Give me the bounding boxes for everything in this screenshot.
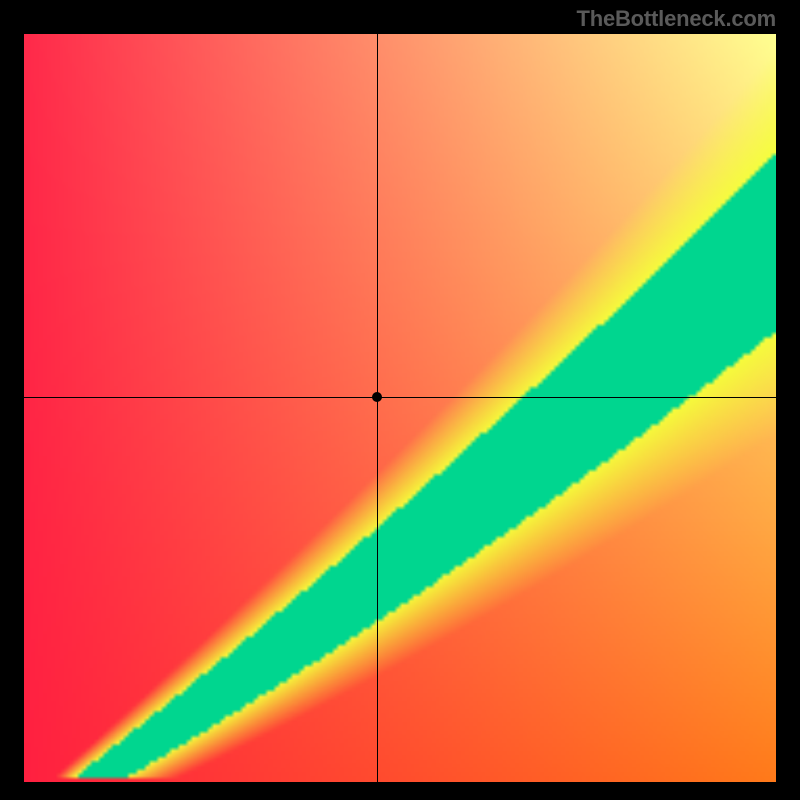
watermark-text: TheBottleneck.com (576, 6, 776, 32)
crosshair-horizontal (24, 397, 776, 398)
crosshair-vertical (377, 34, 378, 782)
heatmap-plot (24, 34, 776, 782)
heatmap-canvas (24, 34, 776, 782)
crosshair-marker (372, 392, 382, 402)
chart-frame: TheBottleneck.com (0, 0, 800, 800)
